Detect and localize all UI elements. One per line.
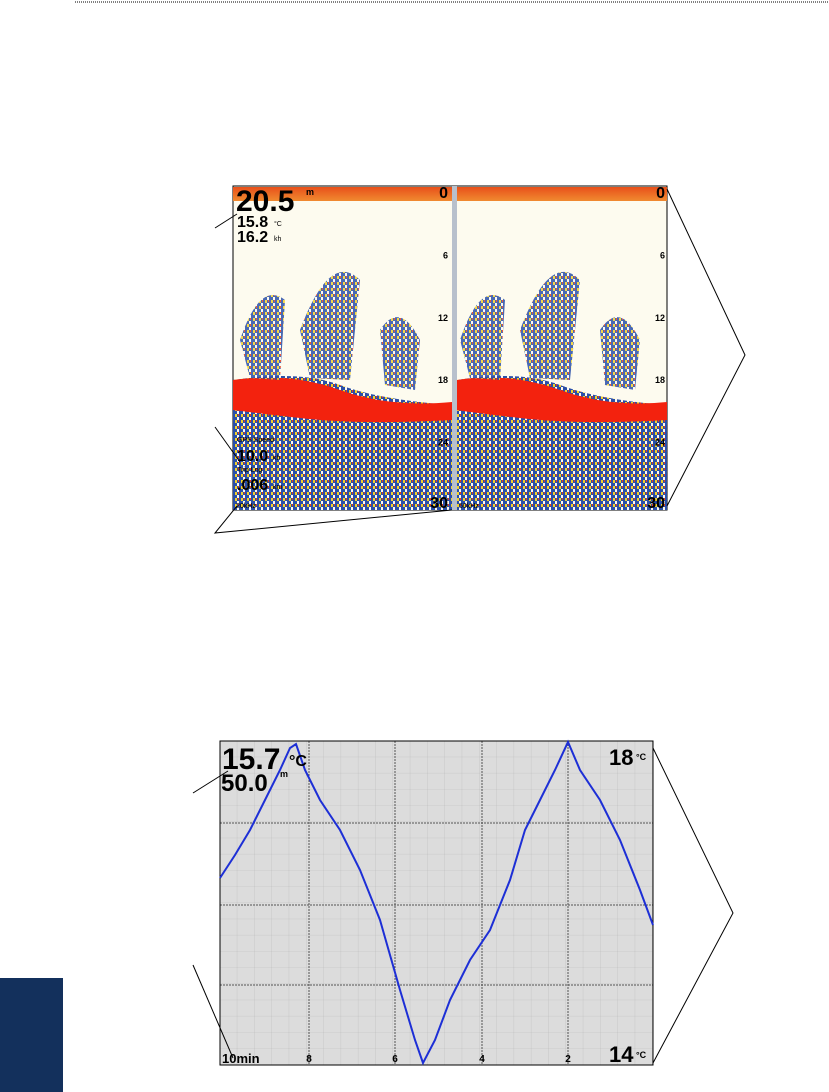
graph-frame bbox=[219, 740, 654, 1066]
scale-top: 18 bbox=[609, 745, 633, 770]
depth-scale-label: 0 bbox=[439, 185, 448, 202]
bottom-return bbox=[457, 377, 667, 423]
time-label: 4 bbox=[479, 1054, 485, 1065]
temperature-log: 15.7 °C 50.0 m 18 °C 14 °C 10min 8 6 4 2 bbox=[219, 739, 654, 1067]
duration: 10min bbox=[222, 1051, 260, 1066]
fish-arches bbox=[240, 271, 420, 390]
split-divider bbox=[452, 186, 457, 510]
field-value: 10.0 bbox=[237, 448, 268, 465]
depth-scale-label: 18 bbox=[655, 375, 665, 385]
speed-unit: kh bbox=[274, 236, 282, 243]
depth-unit: m bbox=[306, 187, 314, 197]
depth-scale-label: 12 bbox=[655, 313, 665, 323]
depth-scale-label: 30 bbox=[647, 495, 665, 512]
callouts bbox=[192, 747, 734, 1064]
field-label: Trip Log bbox=[237, 467, 263, 474]
field-value: .006 bbox=[237, 477, 268, 494]
surface-band bbox=[457, 187, 667, 201]
depth-unit: m bbox=[280, 769, 288, 779]
depth-scale-label: 6 bbox=[443, 250, 448, 260]
minor-grid bbox=[220, 741, 653, 1065]
scale-bottom: 14 bbox=[609, 1042, 634, 1067]
callouts bbox=[213, 188, 746, 534]
bottom-return bbox=[233, 377, 452, 423]
temperature: 15.7 bbox=[222, 743, 280, 776]
scale-unit: °C bbox=[636, 752, 647, 762]
time-labels: 8 6 4 2 bbox=[306, 1054, 571, 1065]
surface-band bbox=[233, 187, 452, 201]
time-label: 2 bbox=[565, 1054, 571, 1065]
depth-scale-label: 24 bbox=[655, 438, 665, 448]
depth-scales: 0 6 12 18 24 30 0 6 12 18 24 30 bbox=[430, 185, 665, 512]
field-label: GPS Speed bbox=[237, 437, 274, 444]
temperature: 15.8 bbox=[237, 214, 268, 231]
depth-scale-label: 24 bbox=[438, 438, 448, 448]
fish-arches bbox=[460, 271, 640, 390]
depth: 20.5 bbox=[236, 185, 294, 218]
temperature-unit: °C bbox=[274, 220, 282, 228]
depth-scale-label: 0 bbox=[656, 185, 665, 202]
side-tab bbox=[0, 978, 63, 1092]
frequency: 50kHz bbox=[459, 503, 479, 510]
time-label: 6 bbox=[392, 1054, 398, 1065]
scale-unit: °C bbox=[636, 1050, 647, 1060]
major-grid bbox=[220, 741, 653, 1065]
depth-scale-label: 30 bbox=[430, 495, 448, 512]
frequency: 20kHz bbox=[236, 503, 256, 510]
depth-scale-label: 12 bbox=[438, 313, 448, 323]
sonar-screen: 20.5 m 15.8 °C 16.2 kh GPS Speed 10.0 kh… bbox=[232, 185, 668, 512]
speed: 16.2 bbox=[237, 229, 268, 246]
temperature-line bbox=[219, 739, 654, 1066]
temperature-unit: °C bbox=[289, 753, 307, 770]
depth-scale-label: 6 bbox=[660, 250, 665, 260]
field-unit: kh bbox=[273, 455, 281, 462]
depth-scale-label: 18 bbox=[438, 375, 448, 385]
depth: 50.0 bbox=[221, 770, 268, 797]
field-unit: km bbox=[273, 484, 283, 491]
time-label: 8 bbox=[306, 1054, 312, 1065]
